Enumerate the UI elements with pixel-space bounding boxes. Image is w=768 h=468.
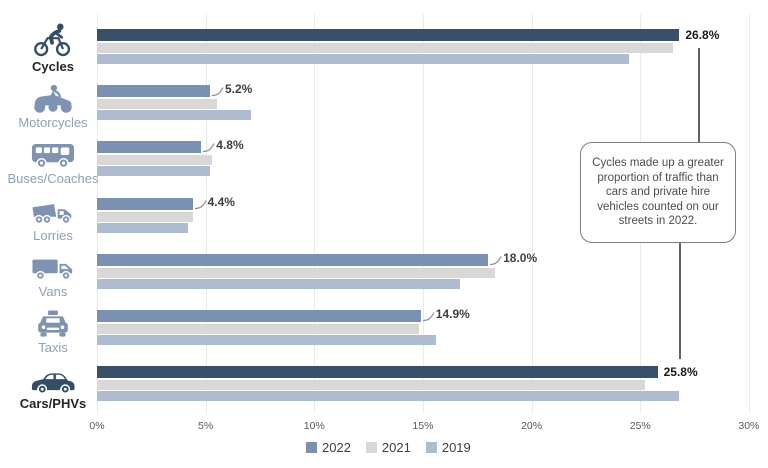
- x-axis-tick-label: 15%: [412, 420, 434, 432]
- category-label: Buses/Coaches: [7, 171, 99, 187]
- category-label: Cars/PHVs: [19, 396, 87, 412]
- value-label-connector: [422, 309, 435, 322]
- van-icon: [31, 255, 75, 283]
- x-axis-tick-label: 5%: [198, 420, 214, 432]
- value-label-connector: [490, 253, 502, 265]
- gridline: [531, 14, 533, 413]
- legend-item-2019: 2019: [425, 440, 471, 455]
- legend-item-2022: 2022: [306, 440, 351, 455]
- bar-cars-phvs-2019: [97, 391, 680, 402]
- annotation-text: Cycles made up a greater proportion of t…: [592, 157, 724, 228]
- legend-swatch-2022: [306, 442, 317, 453]
- bar-vans-2019: [97, 278, 460, 289]
- legend-item-2021: 2021: [365, 440, 411, 455]
- category-label: Lorries: [33, 227, 73, 243]
- bar-motorcycles-2019: [97, 110, 252, 121]
- legend: 2022 2021 2019: [306, 440, 471, 455]
- legend-label: 2021: [381, 440, 411, 455]
- bar-taxis-2019: [97, 335, 436, 345]
- bar-buses-coaches-2022: [97, 141, 202, 154]
- bar-lorries-2019: [97, 222, 189, 233]
- taxi-icon: [35, 310, 71, 339]
- value-label-cycles: 26.8%: [685, 28, 720, 42]
- gridline: [748, 14, 750, 413]
- x-axis-tick-label: 10%: [303, 420, 325, 432]
- callout-leader-line-top: [698, 48, 700, 142]
- value-label-lorries: 4.4%: [207, 194, 235, 209]
- bar-cycles-2019: [97, 54, 630, 64]
- bar-buses-coaches-2019: [97, 166, 210, 177]
- bus-icon: [31, 141, 75, 170]
- legend-swatch-2021: [365, 442, 377, 453]
- x-axis-tick-label: 20%: [521, 420, 543, 432]
- value-label-vans: 18.0%: [503, 250, 538, 265]
- value-label-taxis: 14.9%: [435, 307, 470, 321]
- legend-label: 2019: [441, 440, 471, 455]
- category-cell-taxis: Taxis: [2, 299, 104, 355]
- gridline: [314, 14, 316, 413]
- category-label: Taxis: [38, 340, 68, 355]
- bar-taxis-2021: [97, 324, 419, 334]
- bar-cars-phvs-2021: [97, 380, 645, 391]
- x-axis-tick-label: 25%: [629, 420, 651, 432]
- legend-label: 2022: [322, 440, 351, 455]
- x-axis-tick-label: 0%: [89, 420, 105, 432]
- bar-cars-phvs-2022: [97, 366, 658, 379]
- bar-buses-coaches-2021: [97, 155, 213, 166]
- value-label-motorcycles: 5.2%: [224, 82, 253, 97]
- legend-swatch-2019: [425, 442, 437, 453]
- bar-cycles-2022: [97, 29, 680, 41]
- value-label-cars-phvs: 25.8%: [663, 365, 698, 380]
- category-cell-vans: Vans: [2, 243, 104, 299]
- category-label: Cycles: [32, 59, 74, 74]
- value-label-connector: [203, 140, 215, 153]
- bar-lorries-2021: [97, 211, 193, 222]
- x-axis-tick-label: 30%: [738, 420, 760, 432]
- car-icon: [30, 366, 76, 395]
- category-cell-lorries: Lorries: [2, 187, 104, 243]
- bar-cycles-2021: [97, 43, 673, 53]
- callout-leader-line-bottom: [679, 243, 681, 359]
- bar-vans-2022: [97, 253, 489, 266]
- lorry-icon: [31, 199, 75, 227]
- category-cell-motorcycles: Motorcycles: [2, 74, 104, 130]
- annotation-callout: Cycles made up a greater proportion of t…: [580, 142, 736, 243]
- bar-motorcycles-2022: [97, 85, 210, 98]
- motorcycle-icon: [32, 84, 74, 114]
- bar-vans-2021: [97, 267, 495, 278]
- bar-taxis-2022: [97, 310, 421, 322]
- bicycle-icon: [33, 22, 73, 58]
- bar-lorries-2022: [97, 197, 193, 210]
- bar-motorcycles-2021: [97, 99, 217, 110]
- category-label: Vans: [38, 283, 68, 299]
- category-cell-cycles: Cycles: [2, 18, 104, 74]
- category-label: Motorcycles: [18, 115, 88, 131]
- category-cell-cars-phvs: Cars/PHVs: [2, 355, 104, 411]
- value-label-connector: [211, 84, 224, 97]
- value-label-buses-coaches: 4.8%: [216, 138, 244, 153]
- value-label-connector: [194, 197, 207, 209]
- gridline: [205, 14, 207, 413]
- category-cell-buses-coaches: Buses/Coaches: [2, 130, 104, 186]
- gridline: [422, 14, 424, 413]
